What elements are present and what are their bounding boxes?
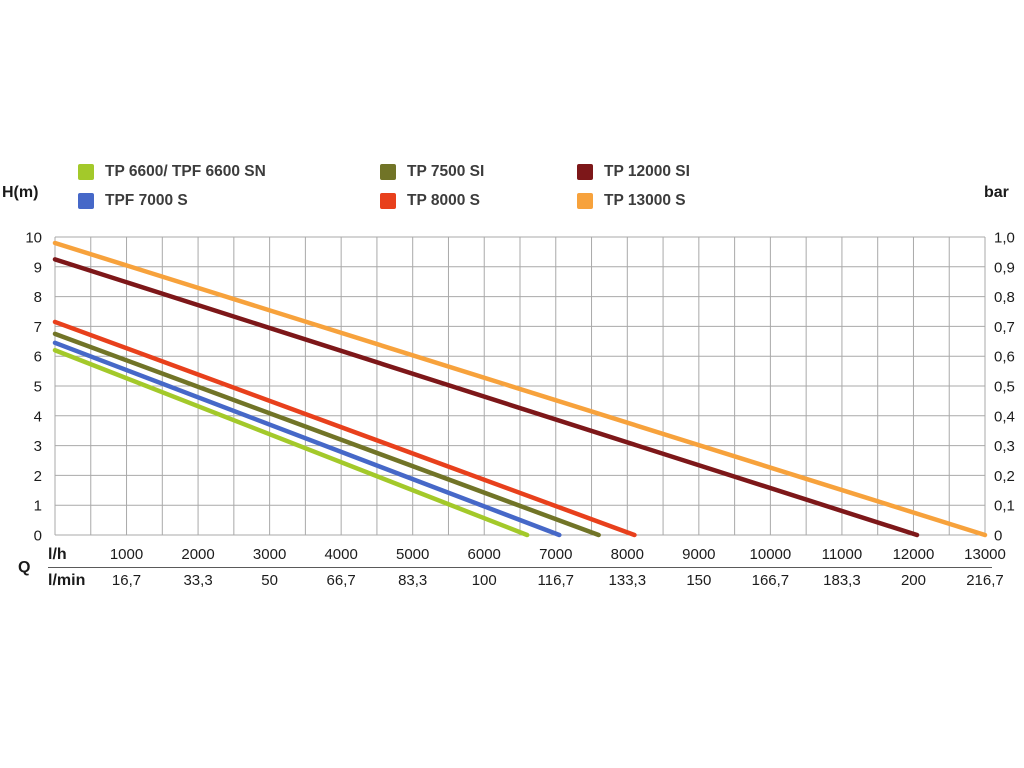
series-line-tp-6600-tpf-6600-sn xyxy=(52,347,530,538)
legend-swatch xyxy=(577,163,593,180)
x-tick-lmin: 216,7 xyxy=(966,572,1004,589)
y-tick-right: 0 xyxy=(994,528,1002,545)
legend-item: TP 6600/ TPF 6600 SN xyxy=(78,157,380,186)
legend-swatch xyxy=(78,163,94,180)
legend-label: TP 6600/ TPF 6600 SN xyxy=(105,162,266,180)
x-tick-lmin: 183,3 xyxy=(823,572,861,589)
legend-item: TP 8000 S xyxy=(380,186,577,215)
legend-swatch xyxy=(577,192,593,209)
legend-swatch xyxy=(78,192,94,209)
y-axis-right-title: bar xyxy=(984,184,1009,201)
x-tick-lmin: 66,7 xyxy=(327,572,356,589)
x-tick-lh: 7000 xyxy=(539,546,572,563)
y-tick-right: 0,7 xyxy=(994,319,1015,336)
y-tick-left: 4 xyxy=(34,408,42,425)
y-tick-right: 0,9 xyxy=(994,259,1015,276)
x-axis-divider-line xyxy=(48,567,992,568)
x-tick-lmin: 166,7 xyxy=(752,572,790,589)
y-tick-left: 3 xyxy=(34,438,42,455)
x-tick-lh: 10000 xyxy=(750,546,792,563)
x-tick-lh: 2000 xyxy=(181,546,214,563)
x-tick-lmin: 150 xyxy=(686,572,711,589)
legend-label: TP 7500 SI xyxy=(407,162,485,180)
y-tick-right: 0,4 xyxy=(994,408,1015,425)
x-tick-lh: 3000 xyxy=(253,546,286,563)
x-tick-lh: 11000 xyxy=(822,546,863,563)
y-tick-right: 0,6 xyxy=(994,349,1015,366)
series-line-tp-8000-s xyxy=(52,319,637,538)
y-tick-left: 10 xyxy=(25,230,42,247)
y-tick-left: 5 xyxy=(34,379,42,396)
legend-swatch xyxy=(380,163,396,180)
x-tick-lmin: 83,3 xyxy=(398,572,427,589)
legend-swatch xyxy=(380,192,396,209)
x-tick-lh: 4000 xyxy=(324,546,357,563)
y-tick-right: 1,0 xyxy=(994,230,1015,247)
y-tick-left: 2 xyxy=(34,468,42,485)
x-tick-lh: 1000 xyxy=(110,546,143,563)
x-tick-lh: 6000 xyxy=(468,546,501,563)
y-tick-left: 1 xyxy=(34,498,42,515)
y-tick-left: 8 xyxy=(34,289,42,306)
x-tick-lmin: 116,7 xyxy=(538,572,574,589)
x-tick-lh: 12000 xyxy=(893,546,935,563)
legend-item: TP 13000 S xyxy=(577,186,690,215)
series-line-tpf-7000-s xyxy=(52,340,562,538)
series-line-tp-13000-s xyxy=(52,240,988,538)
y-tick-right: 0,2 xyxy=(994,468,1015,485)
x-axis-quantity-label: Q xyxy=(18,559,31,576)
chart-legend: TP 6600/ TPF 6600 SN TPF 7000 S TP 7500 SI… xyxy=(78,157,690,215)
series-line-tp-7500-si xyxy=(52,331,601,538)
legend-item: TP 12000 SI xyxy=(577,157,690,186)
legend-item: TP 7500 SI xyxy=(380,157,577,186)
y-tick-right: 0,8 xyxy=(994,289,1015,306)
y-tick-left: 9 xyxy=(34,259,42,276)
x-axis-unit-lmin: l/min xyxy=(48,572,86,589)
legend-item: TPF 7000 S xyxy=(78,186,380,215)
y-tick-left: 7 xyxy=(34,319,42,336)
legend-label: TP 12000 SI xyxy=(604,162,690,180)
y-tick-right: 0,1 xyxy=(994,498,1015,515)
y-tick-left: 6 xyxy=(34,349,42,366)
x-tick-lh: 8000 xyxy=(611,546,644,563)
y-tick-left: 0 xyxy=(34,528,42,545)
y-tick-right: 0,5 xyxy=(994,379,1015,396)
x-tick-lmin: 200 xyxy=(901,572,926,589)
x-axis-unit-lh: l/h xyxy=(48,546,67,563)
x-tick-lmin: 133,3 xyxy=(609,572,647,589)
legend-label: TP 8000 S xyxy=(407,191,480,209)
x-tick-lmin: 100 xyxy=(472,572,497,589)
x-tick-lmin: 16,7 xyxy=(112,572,141,589)
legend-label: TPF 7000 S xyxy=(105,191,188,209)
x-tick-lh: 13000 xyxy=(964,546,1006,563)
y-axis-left-title: H(m) xyxy=(2,184,39,201)
series-line-tp-12000-si xyxy=(52,257,920,538)
x-tick-lmin: 33,3 xyxy=(183,572,212,589)
x-tick-lh: 9000 xyxy=(682,546,715,563)
y-tick-right: 0,3 xyxy=(994,438,1015,455)
legend-label: TP 13000 S xyxy=(604,191,686,209)
x-tick-lmin: 50 xyxy=(261,572,278,589)
x-tick-lh: 5000 xyxy=(396,546,429,563)
